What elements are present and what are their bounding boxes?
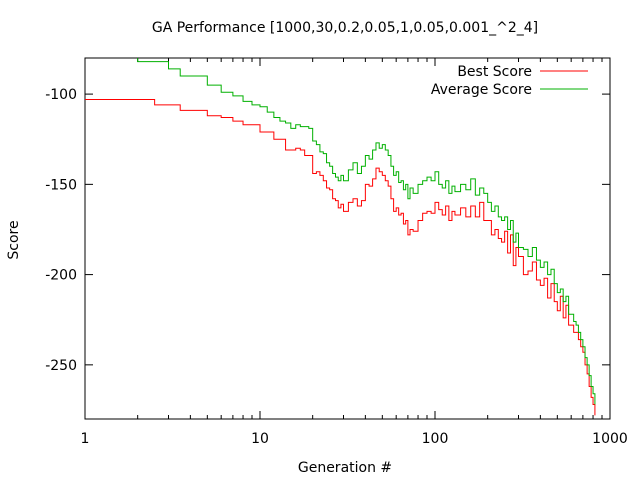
- y-tick-label: -200: [45, 268, 77, 284]
- x-tick-label: 1000: [592, 431, 628, 447]
- plot-frame: [84, 57, 611, 420]
- legend: Best Score Average Score: [431, 64, 588, 98]
- series-line-best-score: [85, 99, 596, 416]
- x-tick-label: 10: [251, 431, 269, 447]
- x-tick-label: 100: [422, 431, 449, 447]
- legend-label: Average Score: [431, 82, 532, 98]
- y-axis-label: Score: [6, 220, 22, 259]
- y-tick-label: -250: [45, 358, 77, 374]
- y-tick-label: -100: [45, 87, 77, 103]
- chart-title: GA Performance [1000,30,0.2,0.05,1,0.05,…: [152, 20, 538, 36]
- x-axis-label: Generation #: [298, 460, 392, 476]
- x-axis-ticks: 1 10 100 1000: [81, 58, 628, 447]
- y-tick-label: -150: [45, 177, 77, 193]
- y-axis-ticks: -100 -150 -200 -250: [45, 87, 610, 374]
- series-layer: [85, 58, 596, 416]
- series-line-average-score: [137, 58, 596, 405]
- legend-label: Best Score: [457, 64, 532, 80]
- x-tick-label: 1: [81, 431, 90, 447]
